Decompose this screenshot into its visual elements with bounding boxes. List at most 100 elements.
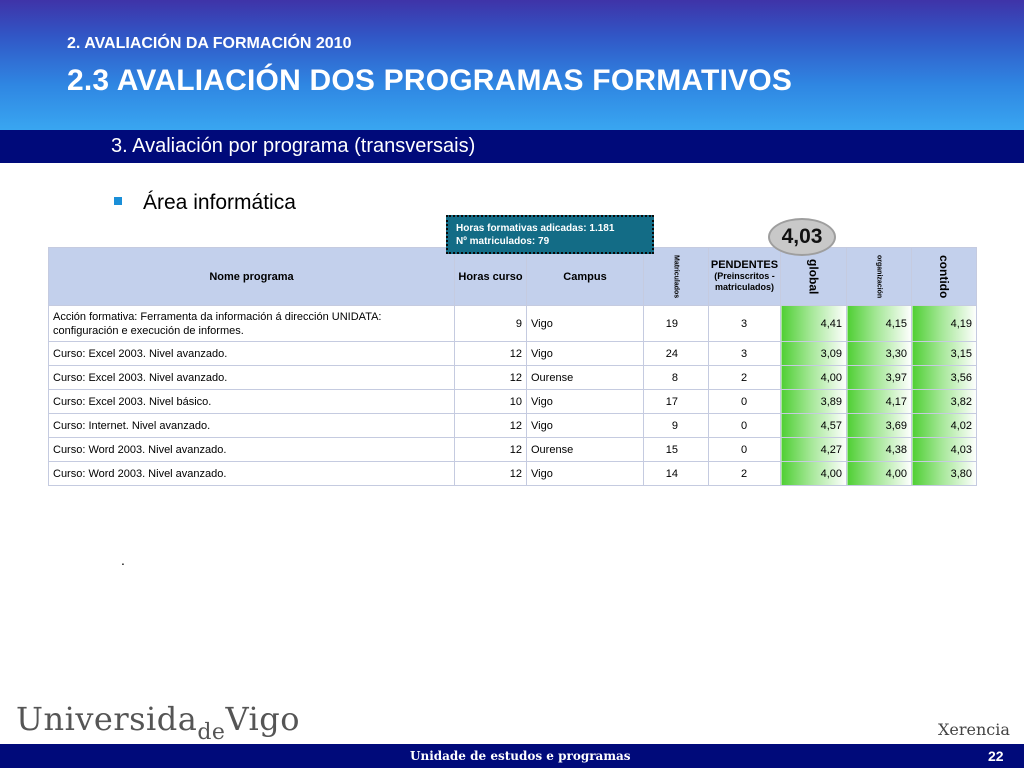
info-callout: Horas formativas adicadas: 1.181 Nº matr… (446, 215, 654, 254)
cell-pendentes: 3 (708, 341, 781, 366)
cell-contido: 3,82 (911, 389, 977, 414)
cell-nome: Acción formativa: Ferramenta da informac… (48, 305, 455, 342)
cell-contido: 4,02 (911, 413, 977, 438)
info-hours: Horas formativas adicadas: 1.181 (456, 223, 615, 234)
xerencia-logo: Xerencia (938, 720, 1010, 739)
col-header-contido-label: contido (937, 254, 951, 299)
cell-organizacion: 3,30 (846, 341, 912, 366)
cell-matriculados: 8 (643, 365, 709, 390)
cell-pendentes: 2 (708, 461, 781, 486)
cell-nome-line1: Curso: Excel 2003. Nivel avanzado. (53, 347, 228, 360)
cell-campus: Vigo (526, 305, 644, 342)
bullet-heading: Área informática (143, 191, 296, 214)
cell-horas: 12 (454, 341, 527, 366)
cell-nome-line1: Curso: Internet. Nivel avanzado. (53, 419, 211, 432)
cell-matriculados: 19 (643, 305, 709, 342)
table-row: Curso: Word 2003. Nivel avanzado. 12 Vigo 1… (48, 461, 977, 486)
cell-campus: Ourense (526, 365, 644, 390)
cell-campus: Vigo (526, 389, 644, 414)
cell-organizacion: 4,00 (846, 461, 912, 486)
col-header-matriculados-label: Matriculados (672, 254, 680, 299)
cell-matriculados: 17 (643, 389, 709, 414)
logo-part1: Universida (16, 700, 198, 738)
table-row: Curso: Excel 2003. Nivel avanzado. 12 Oure… (48, 365, 977, 390)
cell-organizacion: 4,38 (846, 437, 912, 462)
cell-global: 4,00 (780, 365, 847, 390)
page-number: 22 (988, 748, 1004, 764)
col-header-horas: Horas curso (454, 247, 527, 306)
cell-horas: 12 (454, 365, 527, 390)
cell-matriculados: 15 (643, 437, 709, 462)
subtitle-bar: 3. Avaliación por programa (transversais… (0, 130, 1024, 163)
table-row: Curso: Internet. Nivel avanzado. 12 Vigo 9 0… (48, 413, 977, 438)
cell-global: 4,27 (780, 437, 847, 462)
cell-nome-line1: Curso: Excel 2003. Nivel avanzado. (53, 371, 228, 384)
cell-contido: 4,19 (911, 305, 977, 342)
cell-horas: 12 (454, 461, 527, 486)
cell-matriculados: 14 (643, 461, 709, 486)
cell-nome: Curso: Excel 2003. Nivel avanzado. (48, 365, 455, 390)
cell-pendentes: 2 (708, 365, 781, 390)
logo-de: de (197, 720, 226, 745)
cell-global: 3,09 (780, 341, 847, 366)
col-header-organizacion-label: organización (875, 254, 883, 299)
cell-pendentes: 0 (708, 389, 781, 414)
cell-matriculados: 9 (643, 413, 709, 438)
table-row: Curso: Word 2003. Nivel avanzado. 12 Ouren… (48, 437, 977, 462)
cell-contido: 3,15 (911, 341, 977, 366)
section-supertitle: 2. AVALIACIÓN DA FORMACIÓN 2010 (67, 35, 352, 52)
footer-bar: Unidade de estudos e programas 22 (0, 744, 1024, 768)
slide-title: 2.3 AVALIACIÓN DOS PROGRAMAS FORMATIVOS (67, 64, 793, 97)
cell-matriculados: 24 (643, 341, 709, 366)
col-header-global-label: global (806, 258, 821, 295)
col-header-pendentes: PENDENTES (Preinscritos - matriculados) (708, 247, 781, 306)
col-header-campus: Campus (526, 247, 644, 306)
table-body: Acción formativa: Ferramenta da informac… (48, 305, 977, 486)
unit-name: Unidade de estudos e programas (410, 749, 631, 763)
cell-nome-line1: Curso: Word 2003. Nivel avanzado. (53, 443, 227, 456)
col-header-organizacion: organización (846, 247, 912, 306)
cell-horas: 10 (454, 389, 527, 414)
cell-nome: Curso: Word 2003. Nivel avanzado. (48, 461, 455, 486)
table-row: Curso: Excel 2003. Nivel básico. 10 Vigo 17… (48, 389, 977, 414)
cell-contido: 3,56 (911, 365, 977, 390)
cell-nome-line1: Acción formativa: Ferramenta da informac… (53, 310, 382, 323)
cell-nome-line1: Curso: Word 2003. Nivel avanzado. (53, 467, 227, 480)
cell-pendentes: 0 (708, 413, 781, 438)
cell-campus: Vigo (526, 341, 644, 366)
cell-nome: Curso: Excel 2003. Nivel básico. (48, 389, 455, 414)
programs-table: Nome programa Horas curso Campus Matricu… (48, 247, 977, 486)
info-enrolled: Nº matriculados: 79 (456, 236, 550, 247)
cell-global: 4,00 (780, 461, 847, 486)
header-banner: 2. AVALIACIÓN DA FORMACIÓN 2010 2.3 AVAL… (0, 0, 1024, 130)
cell-organizacion: 3,69 (846, 413, 912, 438)
university-logo: UniversidadeVigo (16, 700, 300, 745)
col-header-nome: Nome programa (48, 247, 455, 306)
cell-nome-line2: configuración e execución de informes. (53, 324, 244, 337)
cell-organizacion: 4,17 (846, 389, 912, 414)
cell-nome: Curso: Word 2003. Nivel avanzado. (48, 437, 455, 462)
cell-horas: 12 (454, 437, 527, 462)
cell-organizacion: 4,15 (846, 305, 912, 342)
table-header-row: Nome programa Horas curso Campus Matricu… (48, 247, 977, 306)
col-header-pendentes-label: PENDENTES (710, 259, 779, 271)
cell-campus: Vigo (526, 413, 644, 438)
logo-part2: Vigo (225, 700, 300, 738)
cell-pendentes: 3 (708, 305, 781, 342)
average-score-badge: 4,03 (768, 218, 836, 256)
cell-horas: 12 (454, 413, 527, 438)
cell-contido: 4,03 (911, 437, 977, 462)
col-header-matriculados: Matriculados (643, 247, 709, 306)
cell-nome-line1: Curso: Excel 2003. Nivel básico. (53, 395, 212, 408)
cell-global: 3,89 (780, 389, 847, 414)
cell-global: 4,57 (780, 413, 847, 438)
cell-horas: 9 (454, 305, 527, 342)
cell-nome: Curso: Excel 2003. Nivel avanzado. (48, 341, 455, 366)
cell-campus: Ourense (526, 437, 644, 462)
col-header-contido: contido (911, 247, 977, 306)
cell-contido: 3,80 (911, 461, 977, 486)
bullet-square-icon (114, 197, 122, 205)
cell-campus: Vigo (526, 461, 644, 486)
cell-global: 4,41 (780, 305, 847, 342)
